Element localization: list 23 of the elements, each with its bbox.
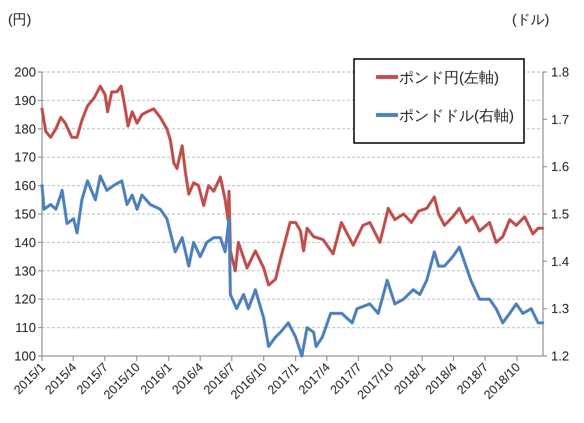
legend-label: ポンド円(左軸) xyxy=(399,70,499,86)
y-tick-label: 160 xyxy=(14,178,36,194)
y-tick-label: 140 xyxy=(14,234,36,250)
y-tick-label: 130 xyxy=(14,263,36,278)
y-tick-label: 190 xyxy=(14,92,36,108)
y-tick-label: 100 xyxy=(14,348,36,364)
y-tick-label: 180 xyxy=(14,121,36,136)
line-series xyxy=(40,84,544,286)
y-tick-label: 170 xyxy=(14,150,36,165)
y2-tick-label: 1.6 xyxy=(551,159,570,174)
y-tick-label: 200 xyxy=(14,64,36,80)
y-tick-label: 120 xyxy=(14,292,36,307)
y2-tick-label: 1.8 xyxy=(551,64,570,80)
legend-label: ポンドドル(右軸) xyxy=(399,108,514,124)
y2-tick-label: 1.2 xyxy=(551,348,570,364)
y2-tick-label: 1.5 xyxy=(551,206,570,222)
y-tick-label: 110 xyxy=(15,320,36,336)
y2-tick-label: 1.7 xyxy=(551,112,570,127)
y2-tick-label: 1.4 xyxy=(551,254,570,269)
y-axis-title: (円) xyxy=(8,11,32,27)
y2-axis-title: (ドル) xyxy=(512,11,550,27)
y-tick-label: 150 xyxy=(14,206,36,222)
y2-tick-label: 1.3 xyxy=(551,301,570,316)
